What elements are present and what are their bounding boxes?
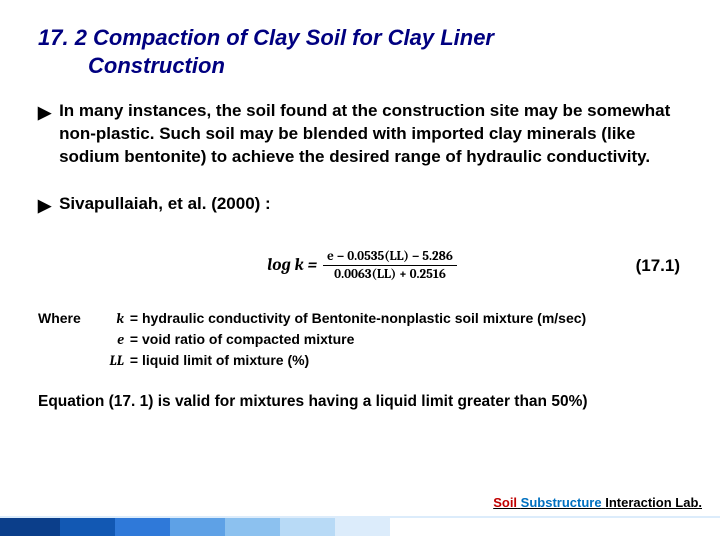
bullet-item: ▶ In many instances, the soil found at t… [38,100,686,169]
equation-lhs: log k = [267,256,317,275]
where-equals: = [126,329,142,350]
footer-lab-name: Soil Substructure Interaction Lab. [493,495,702,510]
slide: 17. 2 Compaction of Clay Soil for Clay L… [0,0,720,540]
footer-word-rest: Interaction Lab. [605,495,702,510]
where-desc: liquid limit of mixture (%) [142,350,309,371]
where-equals: = [126,308,142,329]
where-block: Where k = hydraulic conductivity of Bent… [38,308,686,371]
bullet-text: Sivapullaiah, et al. (2000) : [59,193,271,216]
validity-note: Equation (17. 1) is valid for mixtures h… [38,393,686,411]
bullet-text: In many instances, the soil found at the… [59,100,686,169]
where-symbol: k [98,308,126,329]
footer-color-bar [0,518,390,536]
heading-line2: Construction [38,52,225,80]
equation-number: (17.1) [636,256,680,276]
triangle-bullet-icon: ▶ [38,102,51,125]
where-symbol: LL [98,350,126,371]
heading-line1: 17. 2 Compaction of Clay Soil for Clay L… [38,25,494,50]
where-desc: hydraulic conductivity of Bentonite-nonp… [142,308,586,329]
where-row: Where k = hydraulic conductivity of Bent… [38,308,686,329]
triangle-bullet-icon: ▶ [38,195,51,218]
equation-fraction: e − 0.0535(LL) − 5.286 0.0063(LL) + 0.25… [323,249,457,282]
section-heading: 17. 2 Compaction of Clay Soil for Clay L… [38,24,678,79]
equation-denominator: 0.0063(LL) + 0.2516 [323,266,457,282]
footer-word-soil: Soil [493,495,517,510]
bullet-item: ▶ Sivapullaiah, et al. (2000) : [38,193,686,218]
where-row: LL = liquid limit of mixture (%) [38,350,686,371]
footer-word-substructure: Substructure [521,495,602,510]
body-content: ▶ In many instances, the soil found at t… [38,100,686,411]
where-lead: Where [38,308,98,329]
equation-row: log k = e − 0.0535(LL) − 5.286 0.0063(LL… [38,242,686,290]
where-symbol: e [98,329,126,350]
where-equals: = [126,350,142,371]
where-lead-empty [38,350,98,371]
where-row: e = void ratio of compacted mixture [38,329,686,350]
where-lead-empty [38,329,98,350]
equation-numerator: e − 0.0535(LL) − 5.286 [323,249,457,266]
where-desc: void ratio of compacted mixture [142,329,354,350]
